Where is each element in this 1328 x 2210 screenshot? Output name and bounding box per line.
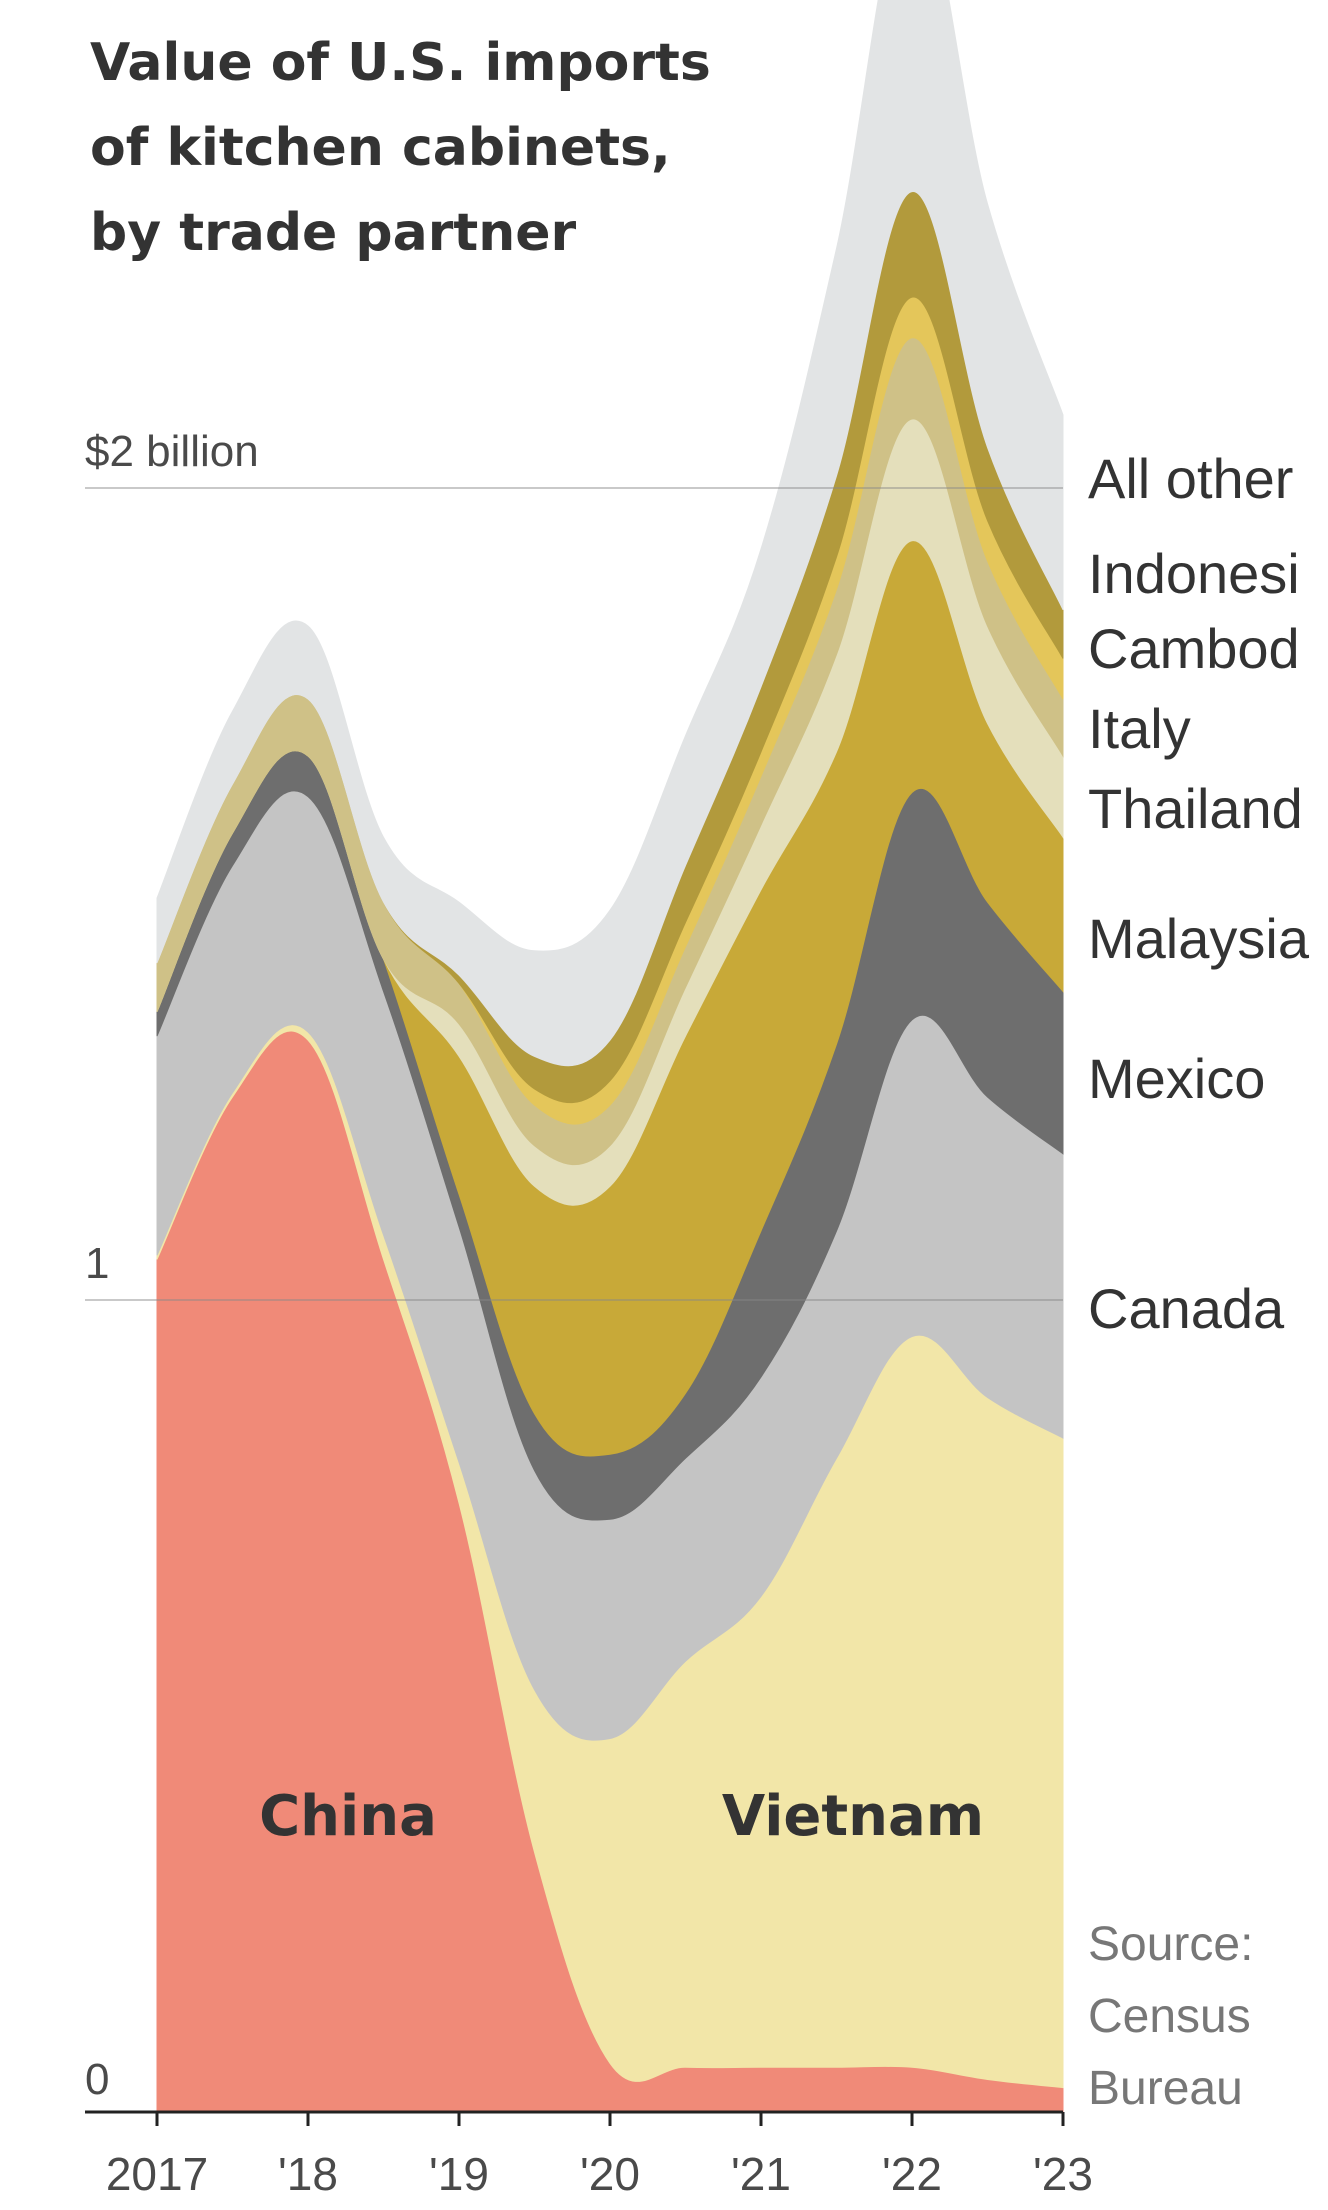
gridlines [85, 487, 1063, 1301]
source-note: Source: Census Bureau [1088, 1918, 1253, 2115]
inside-label-china: China [259, 1784, 437, 1849]
x-tick-label: '18 [278, 2148, 338, 2200]
y-axis: 0 1 $2 billion [85, 427, 259, 2104]
x-tick-label: 2017 [106, 2148, 208, 2200]
y-tick-label: $2 billion [85, 427, 259, 476]
chart-title: Value of U.S. imports of kitchen cabinet… [90, 33, 711, 263]
x-tick-label: '20 [580, 2148, 640, 2200]
area-all-other [156, 0, 1064, 1067]
series-labels: All other Indonesi Cambod Italy Thailand Mala… [1088, 447, 1310, 1340]
inside-label-vietnam: Vietnam [722, 1784, 984, 1849]
series-label: Italy [1088, 697, 1191, 760]
x-tick-label: '22 [882, 2148, 942, 2200]
x-tick-label: '23 [1033, 2148, 1093, 2200]
source-line-3: Bureau [1088, 2062, 1243, 2115]
area-layers [156, 0, 1064, 2113]
series-label: Indonesi [1088, 542, 1300, 605]
title-line-3: by trade partner [90, 203, 577, 263]
x-tick-label: '21 [731, 2148, 791, 2200]
series-label: All other [1088, 447, 1293, 510]
x-axis: 2017 '18 '19 '20 '21 '22 '23 [85, 2110, 1093, 2200]
series-label: Malaysia [1088, 907, 1310, 970]
inside-labels: China Vietnam [259, 1784, 984, 1849]
series-label: Cambod [1088, 617, 1300, 680]
series-label: Thailand [1088, 777, 1303, 840]
title-line-2: of kitchen cabinets, [90, 118, 671, 178]
series-label: Canada [1088, 1277, 1285, 1340]
y-tick-label: 1 [85, 1239, 109, 1288]
source-line-2: Census [1088, 1990, 1251, 2043]
series-label: Mexico [1088, 1047, 1265, 1110]
x-tick-label: '19 [429, 2148, 489, 2200]
y-tick-label: 0 [85, 2055, 109, 2104]
title-line-1: Value of U.S. imports [90, 33, 711, 93]
source-line-1: Source: [1088, 1918, 1253, 1971]
